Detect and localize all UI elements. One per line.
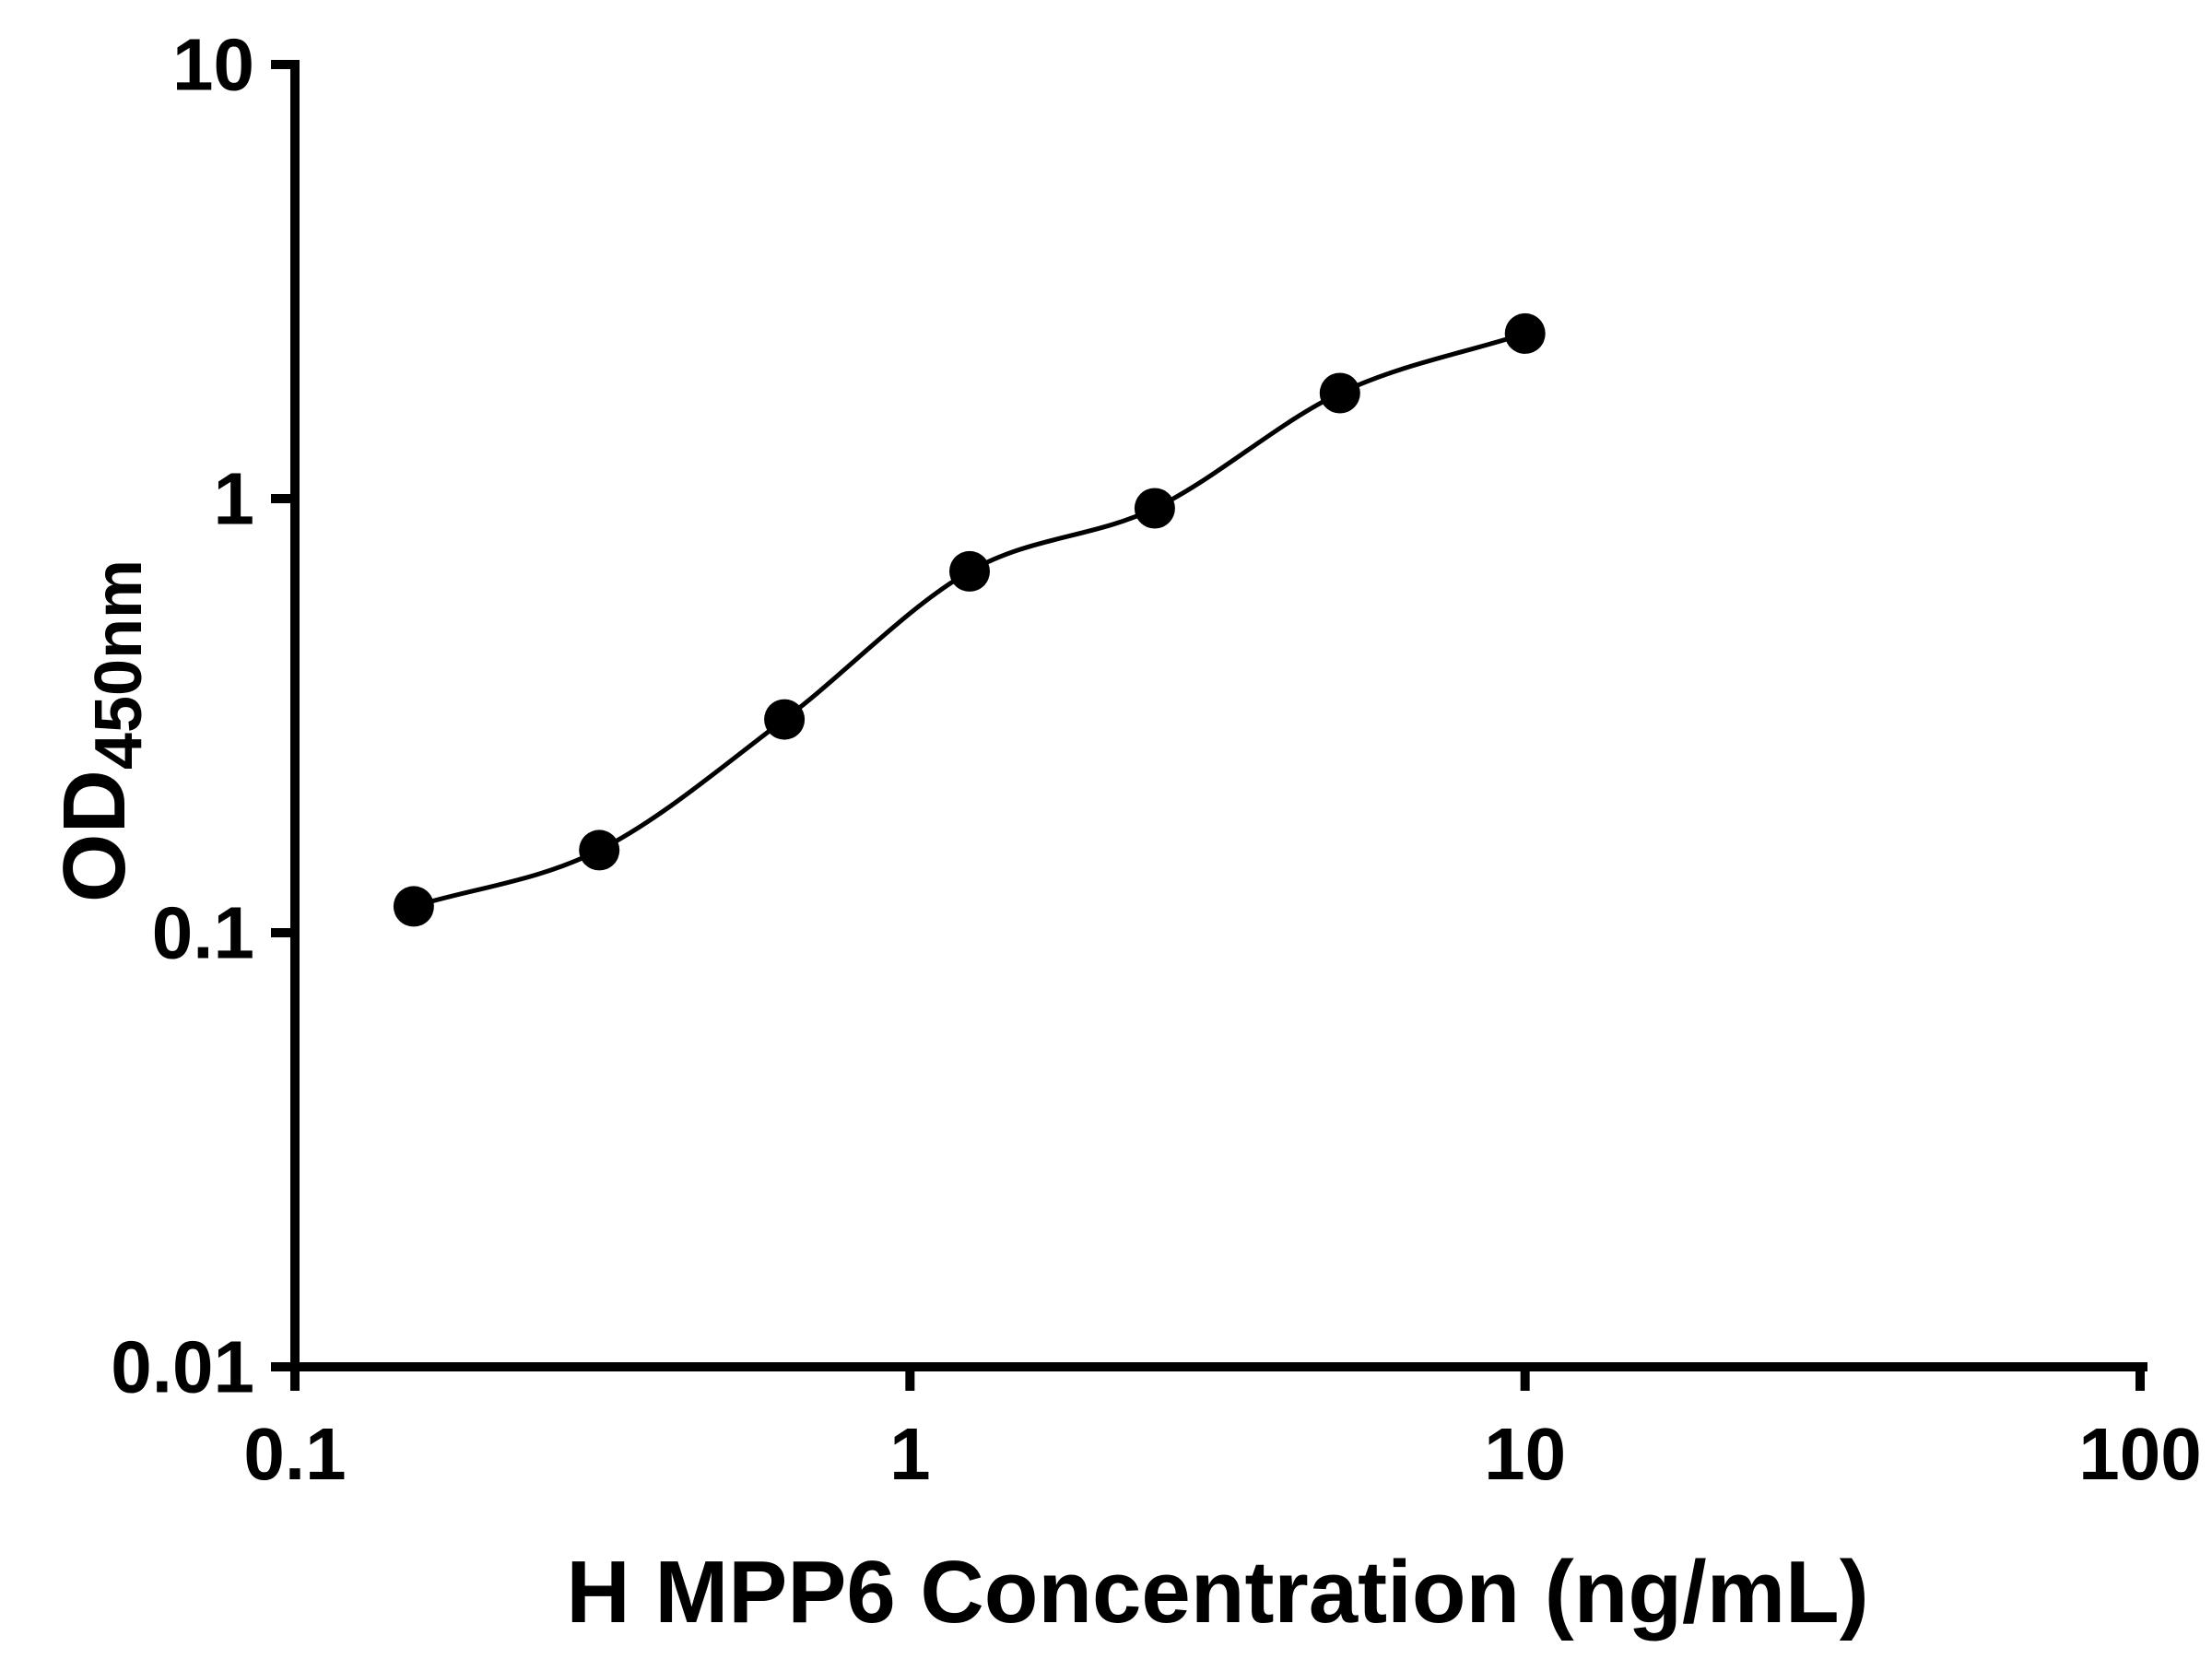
x-tick-label: 10: [1484, 1413, 1566, 1495]
y-axis-title-main: OD: [45, 770, 144, 902]
x-tick-label: 0.1: [243, 1413, 346, 1495]
y-axis-title: OD450nm: [45, 559, 156, 902]
data-point: [1319, 372, 1360, 414]
y-tick-label: 0.01: [111, 1326, 254, 1408]
axis-lines: [290, 60, 2147, 1371]
y-tick-label: 1: [214, 458, 255, 540]
x-tick-label: 100: [2078, 1413, 2201, 1495]
fit-curve: [413, 331, 1526, 909]
data-point: [393, 886, 434, 927]
x-tick-label: 1: [889, 1413, 931, 1495]
data-point: [764, 699, 806, 740]
y-tick-label: 10: [172, 24, 254, 106]
data-point: [1134, 488, 1175, 529]
data-point: [1504, 312, 1546, 354]
y-tick-label: 0.1: [152, 892, 254, 974]
x-axis-title: H MPP6 Concentration (ng/mL): [566, 1543, 1868, 1641]
data-point: [579, 830, 620, 871]
data-point: [949, 550, 990, 592]
y-axis-title-sub: 450nm: [82, 559, 156, 770]
